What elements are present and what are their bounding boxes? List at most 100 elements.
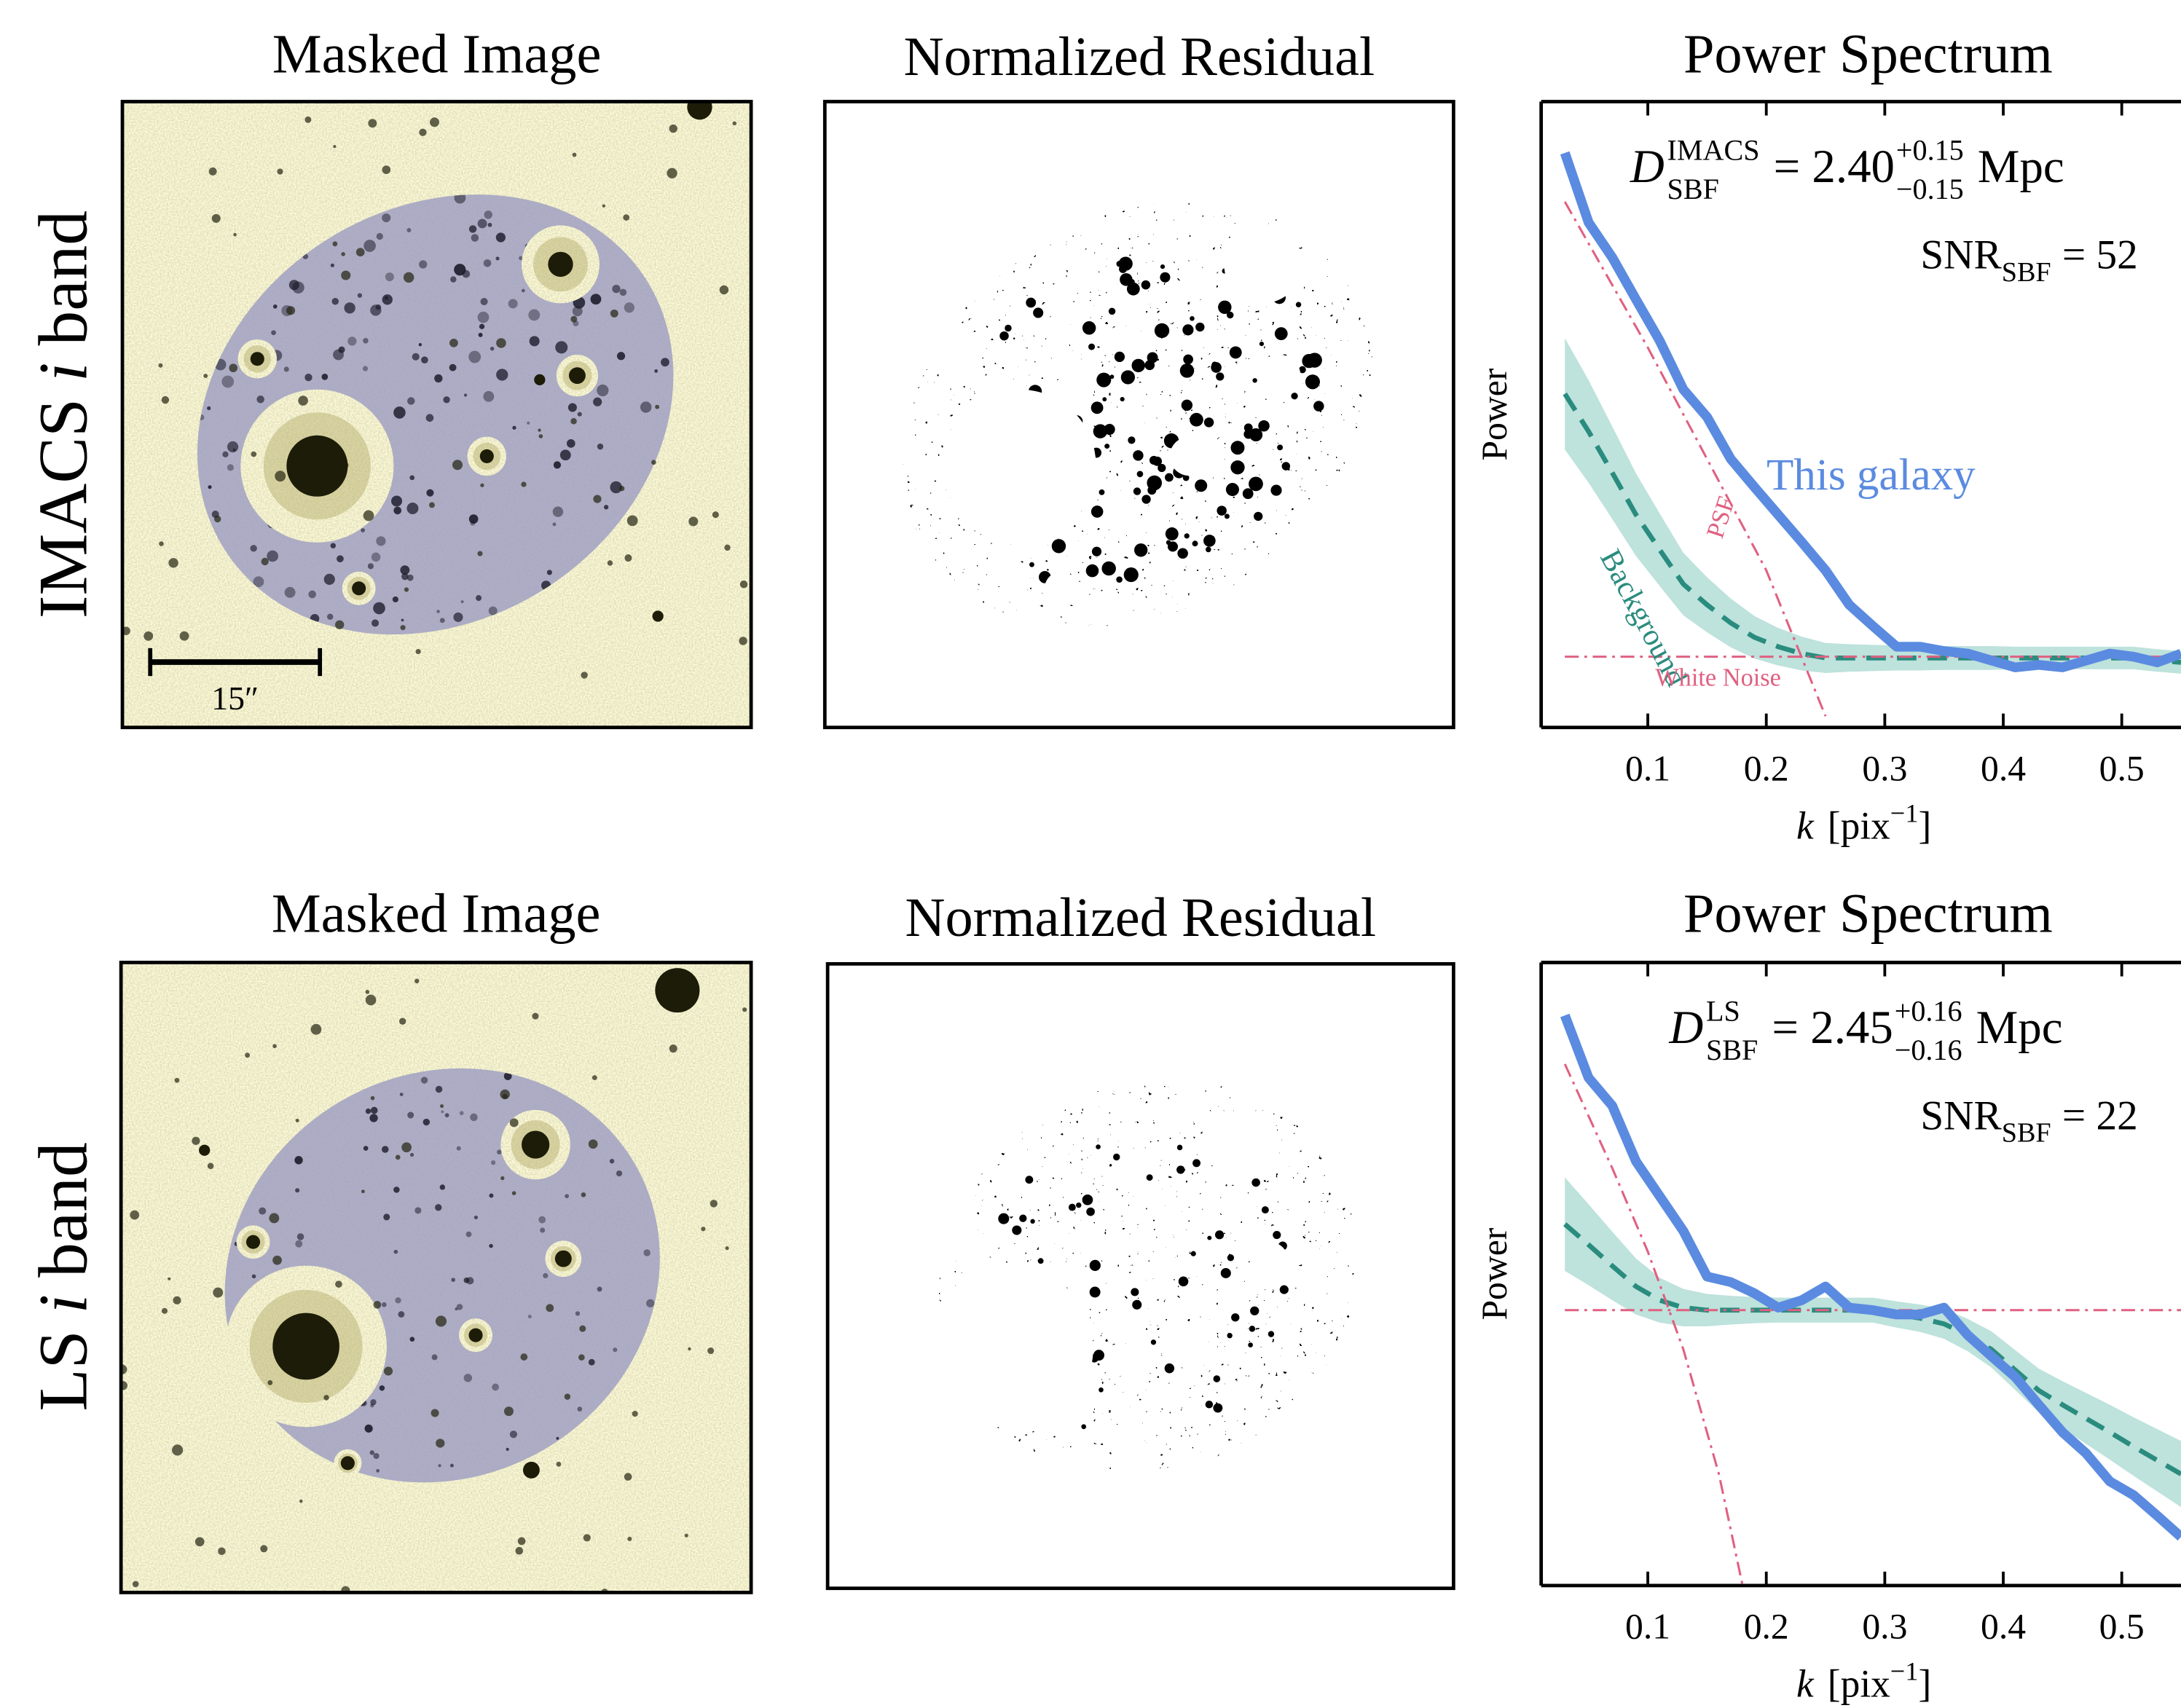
galaxy-clump xyxy=(646,1299,655,1308)
residual-blob xyxy=(1147,486,1157,495)
residual-blob xyxy=(1019,1214,1027,1222)
field-star xyxy=(365,994,377,1006)
residual-blob xyxy=(1005,461,1018,475)
galaxy-clump xyxy=(271,330,276,336)
field-star xyxy=(564,1393,571,1400)
field-star xyxy=(370,1095,375,1101)
field-star xyxy=(179,631,189,641)
residual-blob xyxy=(1016,1302,1026,1312)
residual-blob xyxy=(1252,378,1257,383)
field-star xyxy=(431,1409,439,1417)
residual-speckle xyxy=(828,964,1454,1589)
residual-region xyxy=(828,964,1454,1589)
residual-blob xyxy=(1029,562,1034,567)
star xyxy=(340,1456,355,1471)
residual-blob xyxy=(1012,1225,1022,1235)
galaxy-clump xyxy=(407,1111,414,1119)
galaxy-clump xyxy=(540,1227,546,1233)
galaxy-clump xyxy=(495,232,506,243)
galaxy-clump xyxy=(490,346,495,351)
galaxy-clump xyxy=(529,245,534,250)
residual-blob xyxy=(1082,1195,1093,1205)
galaxy-clump xyxy=(253,576,264,588)
field-star xyxy=(579,1325,586,1332)
galaxy-clump xyxy=(379,1385,385,1391)
residual-blob xyxy=(1165,473,1174,482)
panel-frame xyxy=(825,961,1455,1591)
field-star xyxy=(214,515,221,523)
residual-blob xyxy=(1281,462,1291,471)
residual-blob xyxy=(1114,351,1125,363)
residual-blob xyxy=(1113,1153,1120,1161)
distance-unit: Mpc xyxy=(1976,1001,2063,1054)
residual-blob xyxy=(1313,401,1324,412)
x-tick-label: 0.1 xyxy=(1625,748,1670,788)
field-star xyxy=(521,481,527,487)
galaxy-clump xyxy=(383,1213,390,1221)
residual-blob xyxy=(986,497,999,510)
field-star xyxy=(503,1406,514,1417)
x-axis-label: k [pix−1] xyxy=(1796,1657,1931,1706)
galaxy-clump xyxy=(496,369,508,381)
galaxy-clump xyxy=(590,294,602,305)
residual-blob xyxy=(1089,1286,1101,1298)
row-label-text: LS xyxy=(24,1330,101,1411)
residual-blob xyxy=(999,331,1009,341)
residual-blob xyxy=(1176,1144,1183,1151)
field-star xyxy=(515,1546,524,1555)
residual-blob xyxy=(1203,417,1214,428)
field-star xyxy=(632,1410,638,1417)
field-star xyxy=(739,580,748,589)
galaxy-clump xyxy=(616,352,626,361)
field-star xyxy=(333,145,337,149)
field-star xyxy=(355,248,365,257)
residual-blob xyxy=(1203,535,1216,547)
galaxy-clump xyxy=(406,502,419,514)
galaxy-clump xyxy=(284,586,296,598)
galaxy-clump xyxy=(654,369,658,373)
galaxy-clump xyxy=(398,1311,405,1318)
galaxy-clump xyxy=(444,1113,449,1118)
galaxy-clump xyxy=(338,346,345,353)
galaxy-clump xyxy=(369,1450,374,1455)
panel-frame xyxy=(822,100,1455,730)
star xyxy=(548,251,573,278)
row-label-text: band xyxy=(24,210,101,346)
galaxy-clump xyxy=(555,341,568,354)
snr-sub: SBF xyxy=(2002,257,2051,288)
galaxy-clump xyxy=(412,353,420,361)
galaxy-clump xyxy=(577,1406,583,1412)
residual-blob xyxy=(1251,1178,1260,1187)
galaxy-clump xyxy=(361,1400,367,1406)
residual-blob xyxy=(1062,494,1068,500)
galaxy-clump xyxy=(441,1110,444,1114)
galaxy-clump xyxy=(395,1297,401,1304)
distance-symbol: D xyxy=(1630,141,1665,193)
galaxy-clump xyxy=(521,288,525,293)
galaxy-clump xyxy=(370,1106,378,1114)
residual-blob xyxy=(1141,495,1151,504)
field-star xyxy=(168,558,178,568)
residual-blob xyxy=(1104,444,1110,449)
distance-sub: SBF xyxy=(1706,1034,1758,1066)
galaxy-clump xyxy=(450,276,457,283)
residual-blob xyxy=(1028,1288,1034,1295)
galaxy-clump xyxy=(463,393,468,397)
galaxy-clump xyxy=(468,225,477,233)
residual-blob xyxy=(966,500,975,509)
field-star xyxy=(173,1296,181,1304)
residual-blob xyxy=(1258,420,1270,432)
residual-blob xyxy=(1131,358,1145,373)
field-star xyxy=(404,587,409,592)
star xyxy=(245,1235,261,1249)
galaxy-mask xyxy=(122,101,752,728)
row-label-text: IMACS xyxy=(24,398,101,618)
series-label: This galaxy xyxy=(1767,451,1976,500)
panel-title: Normalized Residual xyxy=(903,25,1375,87)
x-tick-label: 0.4 xyxy=(1981,1606,2026,1646)
galaxy-clump xyxy=(487,222,492,227)
snr-label: SNR xyxy=(1920,1093,2002,1139)
distance-lower: −0.16 xyxy=(1895,1034,1962,1066)
residual-blob xyxy=(1242,488,1254,500)
galaxy-clump xyxy=(409,1337,415,1342)
